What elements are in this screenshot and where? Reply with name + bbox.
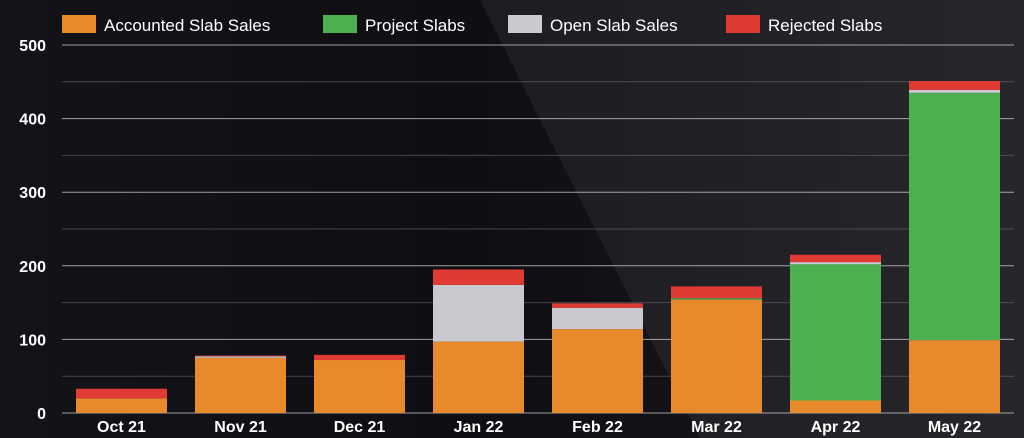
y-tick-label: 100	[19, 332, 46, 349]
bar-segment[interactable]	[790, 254, 881, 263]
legend-label[interactable]: Open Slab Sales	[550, 16, 678, 35]
legend-label[interactable]: Rejected Slabs	[768, 16, 882, 35]
bar-segment[interactable]	[433, 341, 524, 413]
x-tick-label: Apr 22	[811, 419, 861, 436]
legend-swatch[interactable]	[62, 15, 96, 33]
bar-segment[interactable]	[671, 299, 762, 413]
bars-layer	[76, 81, 1000, 413]
x-tick-label: May 22	[928, 419, 981, 436]
y-tick-label: 500	[19, 38, 46, 55]
bar-segment[interactable]	[909, 81, 1000, 90]
legend-swatch[interactable]	[726, 15, 760, 33]
bar-segment[interactable]	[671, 286, 762, 299]
y-tick-label: 0	[37, 406, 46, 423]
bar-segment[interactable]	[433, 269, 524, 285]
x-tick-label: Feb 22	[572, 419, 623, 436]
bar-segment[interactable]	[76, 388, 167, 399]
background-sheen	[480, 0, 1024, 438]
legend-label[interactable]: Project Slabs	[365, 16, 465, 35]
bar-segment[interactable]	[314, 354, 405, 361]
x-tick-label: Nov 21	[214, 419, 267, 436]
x-tick-label: Mar 22	[691, 419, 742, 436]
bar-segment[interactable]	[909, 89, 1000, 93]
x-tick-label: Dec 21	[334, 419, 386, 436]
bar-segment[interactable]	[433, 284, 524, 342]
bar-segment[interactable]	[790, 262, 881, 265]
bar-segment[interactable]	[790, 400, 881, 413]
x-tick-label: Jan 22	[454, 419, 504, 436]
x-tick-label: Oct 21	[97, 419, 146, 436]
legend-swatch[interactable]	[508, 15, 542, 33]
bar-segment[interactable]	[909, 92, 1000, 341]
bar-segment[interactable]	[195, 355, 286, 357]
y-tick-label: 400	[19, 112, 46, 129]
y-tick-label: 300	[19, 185, 46, 202]
axis-layer: 0 100 200 300 400 500 Oct 21 Nov 21 Dec 21 Jan 22…	[19, 38, 981, 436]
legend-swatch[interactable]	[323, 15, 357, 33]
bar-segment[interactable]	[909, 340, 1000, 413]
bar-segment[interactable]	[552, 329, 643, 413]
bar-segment[interactable]	[195, 357, 286, 413]
bar-segment[interactable]	[552, 307, 643, 330]
bar-segment[interactable]	[76, 398, 167, 413]
legend: Accounted Slab Sales Project Slabs Open Sl…	[62, 15, 882, 35]
bar-segment[interactable]	[195, 356, 286, 358]
bar-segment[interactable]	[671, 298, 762, 300]
y-tick-label: 200	[19, 259, 46, 276]
bar-segment[interactable]	[790, 264, 881, 401]
bar-segment[interactable]	[314, 360, 405, 413]
legend-label[interactable]: Accounted Slab Sales	[104, 16, 270, 35]
bar-segment[interactable]	[552, 303, 643, 308]
